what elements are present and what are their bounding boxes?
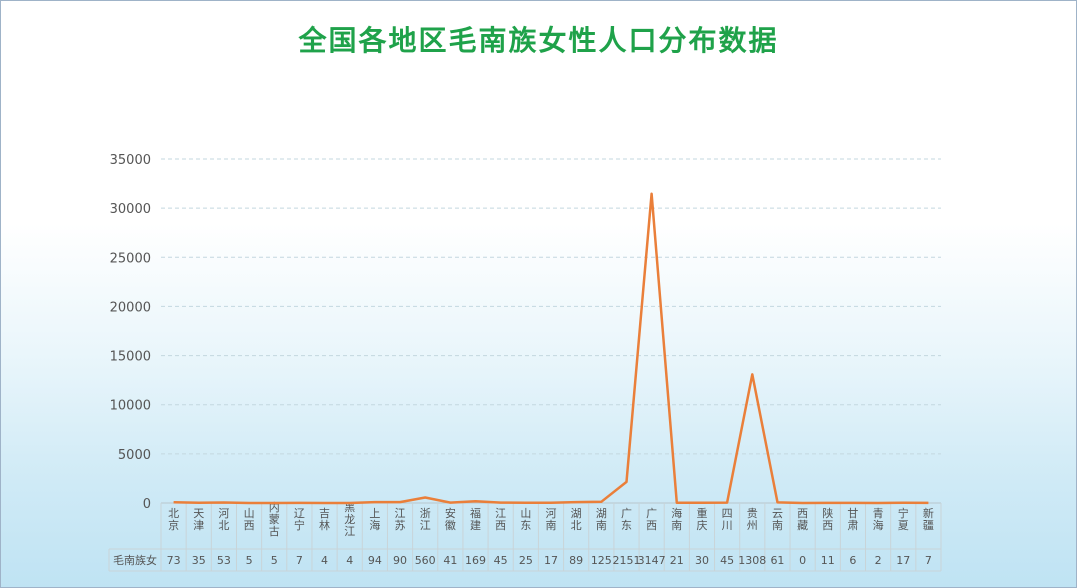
data-label: 7 (296, 554, 303, 567)
x-category-label: 内蒙古 (269, 500, 280, 538)
y-tick-label: 10000 (110, 399, 151, 414)
x-category-label: 浙江 (420, 507, 431, 532)
series-name: 毛南族女 (113, 553, 157, 567)
x-category-label: 湖南 (596, 507, 607, 532)
x-category-label: 北京 (168, 507, 179, 532)
data-label: 6 (849, 554, 856, 567)
data-label: 89 (569, 554, 583, 567)
data-label: 73 (167, 554, 181, 567)
x-category-label: 湖北 (571, 507, 582, 532)
y-tick-label: 20000 (110, 300, 151, 315)
data-label: 1308 (738, 554, 766, 567)
y-tick-label: 30000 (110, 202, 151, 217)
x-category-label: 辽宁 (294, 507, 305, 532)
data-label: 5 (271, 554, 278, 567)
x-category-label: 宁夏 (898, 506, 909, 532)
data-label: 5 (246, 554, 253, 567)
data-label: 41 (443, 554, 457, 567)
x-category-label: 江西 (495, 507, 506, 532)
x-category-label: 江苏 (395, 507, 406, 532)
data-label: 17 (544, 554, 558, 567)
x-category-label: 河南 (546, 507, 557, 532)
x-category-label: 广东 (621, 507, 632, 532)
x-category-label: 甘肃 (847, 507, 858, 532)
y-tick-label: 25000 (110, 251, 151, 266)
data-label: 125 (591, 554, 612, 567)
data-label: 94 (368, 554, 382, 567)
x-category-label: 新疆 (923, 506, 934, 532)
x-category-label: 黑龙江 (344, 501, 355, 538)
x-category-label: 云南 (772, 507, 783, 532)
x-category-label: 贵州 (747, 507, 758, 532)
y-tick-label: 5000 (118, 448, 151, 463)
data-label: 3147 (638, 554, 666, 567)
x-category-label: 陕西 (822, 506, 833, 532)
data-label: 17 (896, 554, 910, 567)
data-label: 45 (494, 554, 508, 567)
data-label: 61 (770, 554, 784, 567)
data-label: 0 (799, 554, 806, 567)
data-label: 4 (321, 554, 328, 567)
x-category-label: 天津 (193, 507, 204, 532)
x-category-label: 山西 (244, 507, 255, 532)
chart-title: 全国各地区毛南族女性人口分布数据 (298, 24, 779, 57)
data-label: 53 (217, 554, 231, 567)
data-label: 30 (695, 554, 709, 567)
x-category-label: 青海 (873, 507, 884, 532)
data-label: 45 (720, 554, 734, 567)
x-category-label: 上海 (369, 507, 380, 532)
data-label: 2151 (612, 554, 640, 567)
data-label: 4 (346, 554, 353, 567)
x-category-label: 四川 (722, 507, 733, 532)
x-category-label: 河北 (218, 507, 229, 532)
x-category-label: 安徽 (445, 506, 456, 532)
y-tick-label: 35000 (110, 153, 151, 168)
x-category-label: 广西 (646, 507, 657, 532)
x-category-label: 福建 (470, 506, 481, 532)
x-category-label: 吉林 (319, 507, 330, 532)
data-label: 11 (821, 554, 835, 567)
data-label: 7 (925, 554, 932, 567)
series-line (173, 192, 929, 505)
x-category-label: 重庆 (696, 506, 707, 532)
data-label: 560 (415, 554, 436, 567)
x-category-label: 西藏 (797, 507, 808, 532)
y-tick-label: 0 (143, 497, 151, 512)
y-tick-label: 15000 (110, 350, 151, 365)
data-label: 35 (192, 554, 206, 567)
data-label: 169 (465, 554, 486, 567)
data-label: 25 (519, 554, 533, 567)
x-category-label: 山东 (520, 507, 531, 532)
data-label: 2 (875, 554, 882, 567)
data-label: 90 (393, 554, 407, 567)
x-category-label: 海南 (671, 506, 682, 532)
data-label: 21 (670, 554, 684, 567)
